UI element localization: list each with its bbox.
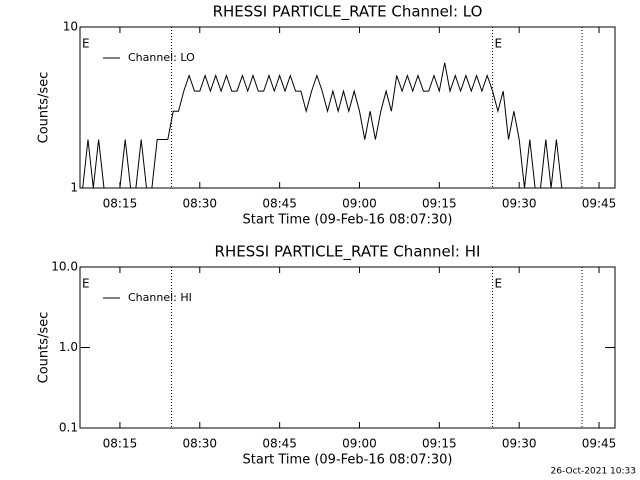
y-tick-label: 1 [70, 181, 78, 195]
annotation: E [495, 277, 503, 291]
x-axis-label: Start Time (09-Feb-16 08:07:30) [243, 213, 453, 228]
x-tick-label: 08:15 [103, 437, 138, 451]
legend-label: Channel: LO [128, 51, 195, 64]
legend-label: Channel: HI [128, 291, 192, 304]
annotation: E [82, 37, 90, 51]
y-tick-label: 10 [63, 20, 78, 34]
x-tick-label: 09:15 [422, 437, 457, 451]
x-tick-label: 08:45 [262, 197, 297, 211]
x-tick-label: 09:15 [422, 197, 457, 211]
x-axis-label: Start Time (09-Feb-16 08:07:30) [243, 453, 453, 468]
x-tick-label: 08:45 [262, 437, 297, 451]
y-axis-label: Counts/sec [37, 312, 52, 384]
x-tick-label: 09:00 [342, 197, 377, 211]
timestamp: 26-Oct-2021 10:33 [551, 467, 636, 477]
data-line [82, 62, 605, 189]
chart-title: RHESSI PARTICLE_RATE Channel: LO [213, 3, 483, 22]
x-tick-label: 09:00 [342, 437, 377, 451]
x-tick-label: 08:30 [182, 437, 217, 451]
annotation: E [495, 37, 503, 51]
y-tick-label: 0.1 [59, 421, 78, 435]
chart-title: RHESSI PARTICLE_RATE Channel: HI [215, 243, 481, 262]
x-tick-label: 08:30 [182, 197, 217, 211]
y-tick-label: 10.0 [51, 260, 78, 274]
x-tick-label: 09:45 [582, 197, 617, 211]
x-tick-label: 08:15 [103, 197, 138, 211]
y-axis-label: Counts/sec [37, 72, 52, 144]
plot-frame [79, 26, 616, 189]
x-tick-label: 09:30 [502, 197, 537, 211]
y-tick-label: 1.0 [59, 340, 78, 354]
x-tick-label: 09:45 [582, 437, 617, 451]
x-tick-label: 09:30 [502, 437, 537, 451]
annotation: E [82, 277, 90, 291]
